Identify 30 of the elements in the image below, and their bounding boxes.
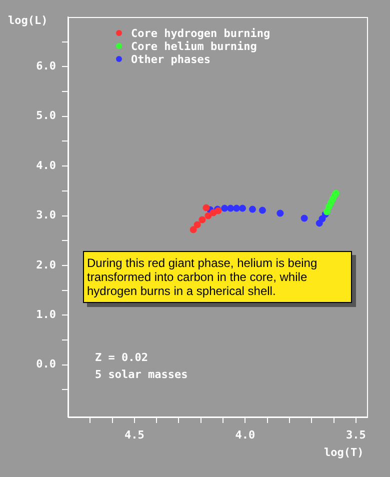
y-tick-label: 5.0 <box>36 109 56 122</box>
point <box>204 212 212 220</box>
y-tick-label: 0.0 <box>36 358 56 371</box>
point <box>198 216 206 224</box>
x-axis-title: log(T) <box>324 446 364 459</box>
annotation: 5 solar masses <box>95 367 188 383</box>
point <box>227 204 234 212</box>
legend-label: Other phases <box>130 53 212 66</box>
point <box>239 204 246 212</box>
y-tick-label: 4.0 <box>36 158 56 172</box>
y-axis-title: log(L) <box>8 14 48 27</box>
point <box>233 204 240 212</box>
point <box>258 206 266 214</box>
point <box>202 204 210 212</box>
annotation: Z = 0.02 <box>95 350 149 366</box>
point <box>276 210 284 217</box>
legend-label: Core hydrogen burning <box>130 27 270 40</box>
y-tick-label: 3.0 <box>36 208 56 222</box>
x-tick-label: 4.5 <box>124 428 144 442</box>
point <box>190 226 197 234</box>
x-tick-label: 4.0 <box>235 428 256 442</box>
point <box>221 204 228 212</box>
legend-label: Core helium burning <box>130 40 258 53</box>
point <box>194 221 201 228</box>
y-tick-label: 6.0 <box>36 60 56 73</box>
y-tick-label: 1.0 <box>36 308 56 321</box>
point <box>248 206 256 213</box>
x-tick-label: 3.5 <box>346 428 366 442</box>
point <box>300 214 308 222</box>
y-tick-label: 2.0 <box>36 258 56 272</box>
